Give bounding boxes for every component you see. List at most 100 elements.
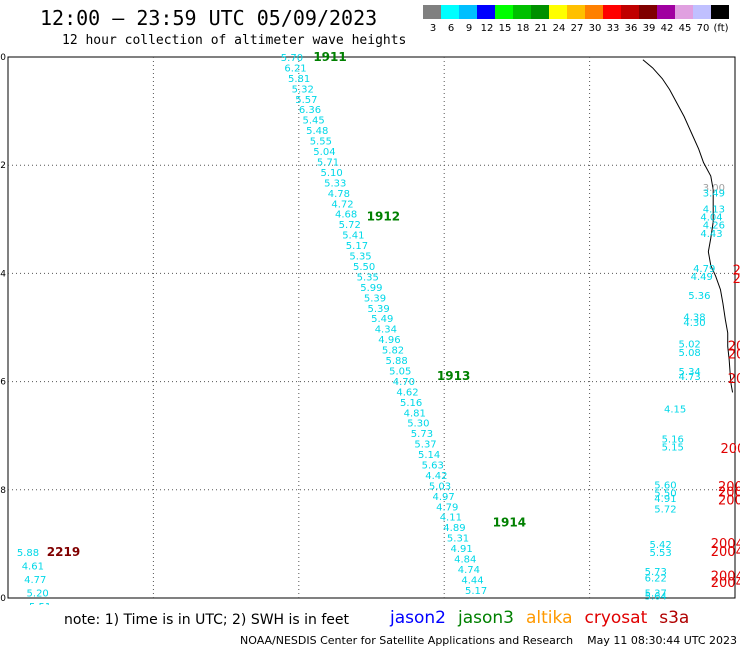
wave-height-value: 4.91 bbox=[654, 494, 676, 505]
wave-height-value: 5.99 bbox=[360, 283, 382, 294]
pass-time-label: 200 bbox=[718, 486, 740, 501]
color-scale-label: 15 bbox=[499, 23, 512, 34]
wave-height-value: 5.02 bbox=[679, 340, 701, 351]
wave-height-value: 5.50 bbox=[654, 489, 676, 500]
color-scale-label: (ft) bbox=[713, 23, 728, 34]
latitude-tick-label: -20 bbox=[0, 53, 6, 63]
color-swatch bbox=[423, 5, 441, 19]
wave-height-value: 5.41 bbox=[342, 231, 364, 242]
wave-height-value: 4.30 bbox=[683, 318, 705, 329]
color-swatch bbox=[621, 5, 639, 19]
color-swatch bbox=[675, 5, 693, 19]
wave-height-value: 5.64 bbox=[645, 591, 667, 602]
wave-height-value: 5.17 bbox=[465, 586, 487, 597]
legend-altika: altika bbox=[526, 608, 573, 628]
color-swatch bbox=[567, 5, 585, 19]
wave-height-value: 4.68 bbox=[335, 210, 357, 221]
wave-height-value: 5.33 bbox=[324, 178, 346, 189]
wave-height-value: 5.14 bbox=[418, 450, 440, 461]
wave-height-value: 4.78 bbox=[328, 189, 350, 200]
wave-height-value: 5.39 bbox=[364, 293, 386, 304]
wave-height-value: 4.38 bbox=[683, 313, 705, 324]
color-scale-label: 33 bbox=[607, 23, 620, 34]
wave-height-value: 4.96 bbox=[378, 335, 400, 346]
legend-jason3: jason3 bbox=[458, 608, 514, 628]
color-swatch bbox=[549, 5, 567, 19]
wave-height-value: 5.55 bbox=[310, 137, 332, 148]
wave-height-value: 4.73 bbox=[679, 372, 701, 383]
coastline bbox=[642, 59, 734, 393]
wave-height-value: 3.00 bbox=[703, 183, 725, 194]
wave-height-value: 5.17 bbox=[346, 241, 368, 252]
wave-height-value: 5.60 bbox=[654, 480, 676, 491]
legend-cryosat: cryosat bbox=[584, 608, 648, 628]
wave-height-value: 6.36 bbox=[299, 105, 321, 116]
wave-height-value: 4.97 bbox=[432, 492, 454, 503]
wave-height-value: 4.77 bbox=[24, 575, 46, 586]
pass-time-label: 2004 bbox=[711, 569, 740, 584]
color-scale-label: 12 bbox=[481, 23, 494, 34]
wave-height-value: 4.62 bbox=[396, 387, 418, 398]
wave-height-value: 5.08 bbox=[679, 348, 701, 359]
color-scale-label: 70 bbox=[697, 23, 710, 34]
color-swatch bbox=[531, 5, 549, 19]
color-scale-label: 6 bbox=[448, 23, 454, 34]
color-swatch bbox=[441, 5, 459, 19]
color-swatch bbox=[603, 5, 621, 19]
pass-time-label: 200 bbox=[718, 494, 740, 509]
pass-time-label: 1913 bbox=[437, 369, 470, 383]
wave-height-value: 4.49 bbox=[691, 272, 713, 283]
latitude-tick-label: -30 bbox=[0, 594, 6, 604]
wave-height-value: 4.34 bbox=[375, 325, 397, 336]
color-scale-label: 18 bbox=[517, 23, 530, 34]
wave-height-value: 5.72 bbox=[654, 505, 676, 516]
pass-time-label: 2004 bbox=[711, 537, 740, 552]
pass-time-label: 1911 bbox=[313, 50, 346, 64]
wave-height-value: 5.37 bbox=[645, 589, 667, 600]
satellite-legend: jason2 jason3 altika cryosat s3a bbox=[390, 608, 701, 628]
wave-height-map: 03691215-20-22-24-26-28-305.706.215.815.… bbox=[0, 50, 740, 605]
wave-height-value: 5.88 bbox=[386, 356, 408, 367]
color-swatch bbox=[495, 5, 513, 19]
pass-time-label: 2 bbox=[733, 264, 740, 279]
units-note: note: 1) Time is in UTC; 2) SWH is in fe… bbox=[64, 612, 350, 628]
wave-height-value: 4.15 bbox=[664, 405, 686, 416]
wave-height-value: 4.89 bbox=[443, 523, 465, 534]
color-scale-label: 42 bbox=[661, 23, 674, 34]
wave-height-value: 4.13 bbox=[703, 204, 725, 215]
wave-height-value: 5.32 bbox=[292, 84, 314, 95]
pass-time-label: 2219 bbox=[47, 545, 80, 559]
color-swatch bbox=[693, 5, 711, 19]
wave-height-value: 5.03 bbox=[429, 481, 451, 492]
wave-height-value: 6.21 bbox=[284, 63, 306, 74]
pass-time-label: 20 bbox=[728, 339, 740, 354]
wave-height-value: 5.81 bbox=[288, 74, 310, 85]
latitude-tick-label: -28 bbox=[0, 486, 6, 496]
pass-time-label: 2 bbox=[733, 272, 740, 287]
wave-height-value: 4.43 bbox=[700, 229, 722, 240]
color-scale-label: 30 bbox=[589, 23, 602, 34]
map-frame bbox=[7, 56, 736, 599]
pass-time-label: 1912 bbox=[367, 210, 400, 224]
wave-height-value: 5.37 bbox=[414, 440, 436, 451]
wave-height-value: 4.84 bbox=[454, 555, 476, 566]
wave-height-value: 4.91 bbox=[451, 544, 473, 555]
color-swatch bbox=[459, 5, 477, 19]
wave-height-value: 4.74 bbox=[458, 565, 480, 576]
color-swatch bbox=[513, 5, 531, 19]
wave-height-value: 5.71 bbox=[317, 157, 339, 168]
wave-height-value: 5.30 bbox=[407, 419, 429, 430]
wave-height-value: 5.70 bbox=[281, 53, 303, 64]
wave-height-value: 5.10 bbox=[321, 168, 343, 179]
wave-height-value: 5.42 bbox=[649, 540, 671, 551]
wave-height-value: 4.61 bbox=[22, 562, 44, 573]
color-scale-label: 3 bbox=[430, 23, 436, 34]
map-title: 12:00 — 23:59 UTC 05/09/2023 bbox=[40, 6, 378, 30]
latitude-tick-label: -26 bbox=[0, 378, 6, 388]
wave-height-value: 5.72 bbox=[339, 220, 361, 231]
color-swatch bbox=[657, 5, 675, 19]
pass-time-label: 20 bbox=[728, 348, 740, 363]
pass-time-label: 200 bbox=[720, 442, 740, 457]
latitude-tick-label: -24 bbox=[0, 269, 6, 279]
wave-height-value: 5.50 bbox=[353, 262, 375, 273]
